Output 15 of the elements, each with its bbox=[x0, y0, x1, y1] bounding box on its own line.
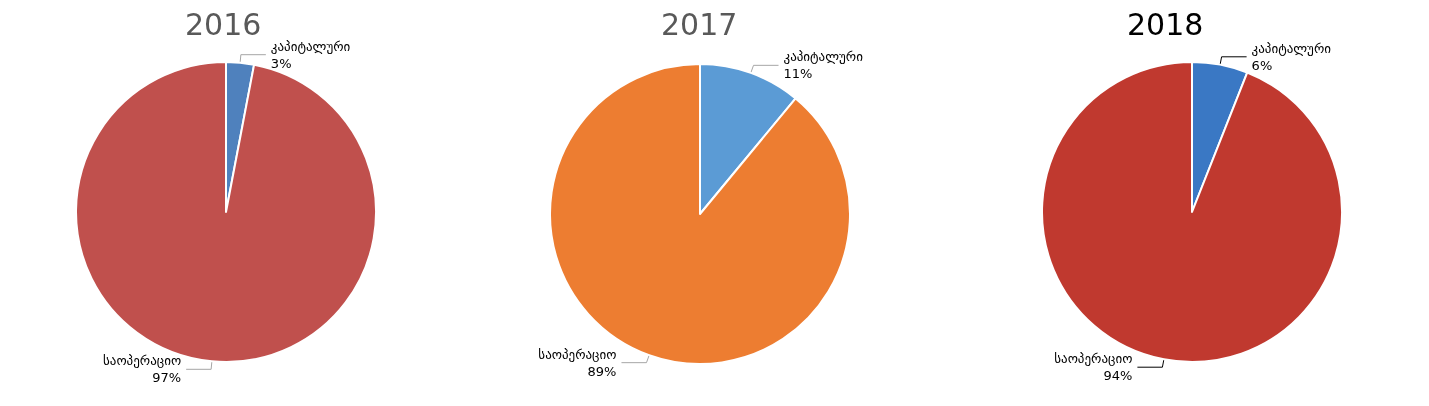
data-label: 89% bbox=[587, 363, 617, 379]
chart-title: 2016 bbox=[185, 6, 262, 42]
data-label: 11% bbox=[783, 66, 813, 82]
slice-label: კაპიტალური bbox=[783, 49, 864, 65]
chart-title: 2018 bbox=[1127, 6, 1204, 42]
slice-label: საოპერაციო bbox=[1054, 351, 1133, 367]
data-label: 6% bbox=[1251, 57, 1273, 73]
chart-title: 2017 bbox=[661, 6, 738, 42]
slice-label: საოპერაციო bbox=[538, 346, 617, 362]
data-label: 94% bbox=[1103, 368, 1133, 384]
data-label: 97% bbox=[152, 370, 182, 386]
slice-label: კაპიტალური bbox=[1251, 40, 1332, 56]
data-label: 3% bbox=[270, 55, 292, 71]
slice-label: საოპერაციო bbox=[102, 353, 182, 369]
slice-label: კაპიტალური bbox=[270, 38, 351, 54]
